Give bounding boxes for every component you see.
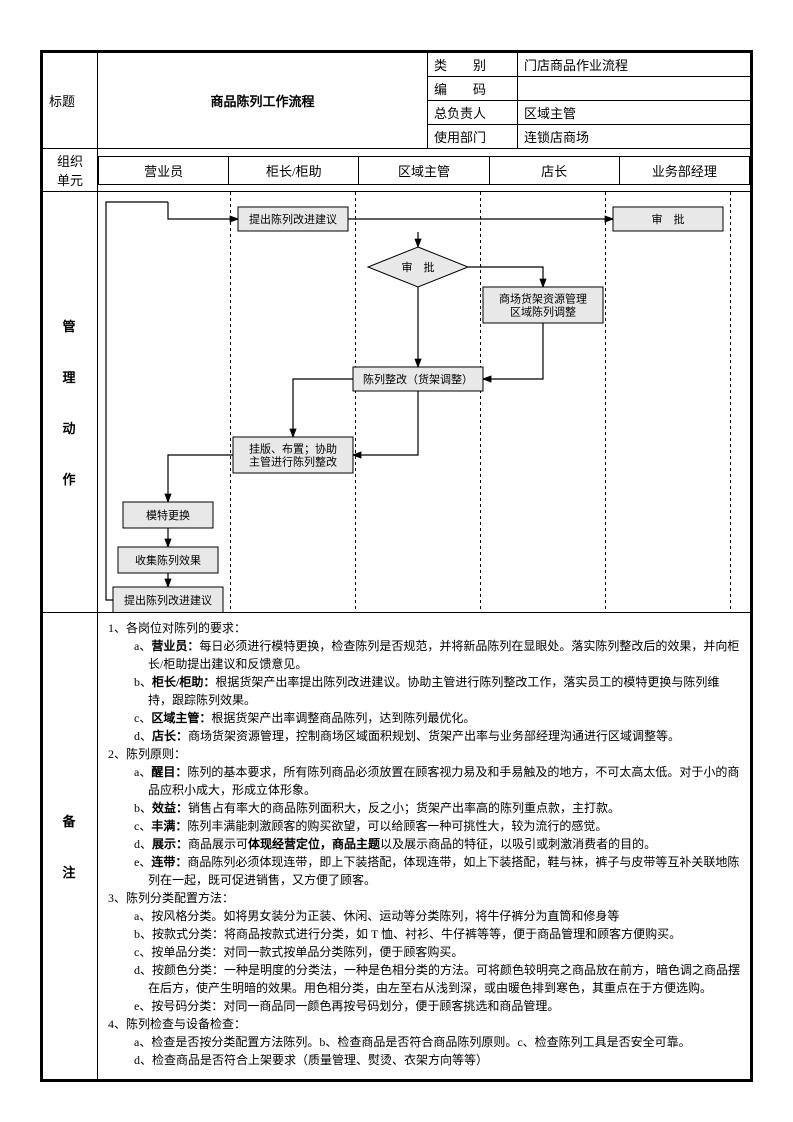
svg-text:提出陈列改进建议: 提出陈列改进建议 (124, 593, 212, 607)
role-2: 区域主管 (359, 156, 489, 184)
flow-section-label: 管 理 动 作 (43, 192, 98, 613)
header-table: 标题 商品陈列工作流程 类 别 门店商品作业流程 编 码 总负责人区域主管 使用… (42, 52, 751, 1080)
svg-text:收集陈列效果: 收集陈列效果 (135, 553, 201, 567)
svg-text:陈列整改（货架调整）: 陈列整改（货架调整） (363, 372, 473, 386)
svg-text:模特更换: 模特更换 (146, 508, 190, 522)
svg-text:审 批: 审 批 (402, 260, 435, 274)
svg-text:审 批: 审 批 (652, 212, 685, 226)
meta-k-0: 类 别 (428, 53, 518, 77)
notes-label: 备 注 (43, 613, 98, 1080)
role-0: 营业员 (99, 156, 229, 184)
meta-k-3: 使用部门 (428, 125, 518, 149)
svg-text:区域陈列调整: 区域陈列调整 (510, 305, 576, 319)
flowchart: 提出陈列改进建议审 批审 批商场货架资源管理区域陈列调整陈列整改（货架调整）挂版… (98, 192, 750, 612)
notes-body: 1、各岗位对陈列的要求：a、营业员：每日必须进行模特更换，检查陈列是否规范，并将… (98, 613, 750, 1079)
role-1: 柜长/柜助 (229, 156, 359, 184)
meta-v-2: 区域主管 (518, 101, 751, 125)
meta-k-1: 编 码 (428, 77, 518, 101)
svg-text:主管进行陈列整改: 主管进行陈列整改 (249, 455, 337, 469)
org-unit-label: 组织 单元 (43, 149, 98, 192)
meta-v-1 (518, 77, 751, 101)
title-label: 标题 (43, 53, 98, 149)
role-4: 业务部经理 (619, 156, 749, 184)
meta-v-0: 门店商品作业流程 (518, 53, 751, 77)
svg-text:挂版、布置；协助: 挂版、布置；协助 (249, 442, 337, 456)
svg-text:提出陈列改进建议: 提出陈列改进建议 (249, 212, 337, 226)
svg-text:商场货架资源管理: 商场货架资源管理 (499, 292, 587, 306)
meta-v-3: 连锁店商场 (518, 125, 751, 149)
meta-k-2: 总负责人 (428, 101, 518, 125)
doc-title: 商品陈列工作流程 (98, 53, 428, 149)
role-3: 店长 (489, 156, 619, 184)
